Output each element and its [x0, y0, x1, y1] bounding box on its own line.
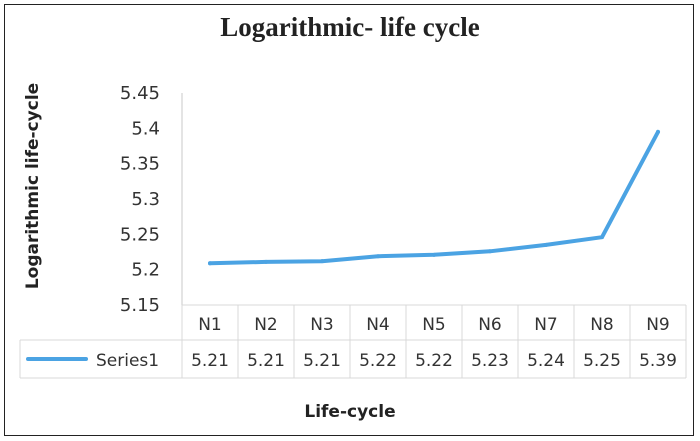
data-table-value-n3: 5.21	[303, 351, 341, 371]
y-tick-label-3: 5.3	[131, 189, 160, 210]
data-table-value-n5: 5.22	[415, 351, 453, 371]
y-tick-label-5: 5.2	[131, 260, 160, 281]
series-line-0	[208, 129, 660, 266]
y-tick-label-0: 5.45	[120, 83, 160, 104]
x-tick-label-n6: N6	[478, 315, 502, 335]
x-tick-label-n5: N5	[422, 315, 446, 335]
data-table-value-n6: 5.23	[471, 351, 509, 371]
data-point-n3	[320, 259, 324, 264]
x-axis-label: Life-cycle	[304, 402, 396, 422]
x-tick-label-n1: N1	[198, 315, 222, 335]
y-tick-label-2: 5.35	[120, 154, 160, 175]
data-point-n6	[488, 249, 492, 254]
legend-label-0: Series1	[96, 351, 159, 371]
chart-title: Logarithmic- life cycle	[220, 12, 480, 42]
y-tick-label-1: 5.4	[131, 118, 160, 139]
data-point-n4	[376, 254, 380, 259]
data-point-n1	[208, 261, 212, 266]
data-table-value-n2: 5.21	[247, 351, 285, 371]
data-table-value-n8: 5.25	[583, 351, 621, 371]
data-table-value-n4: 5.22	[359, 351, 397, 371]
y-tick-label-4: 5.25	[120, 224, 160, 245]
x-tick-label-n4: N4	[366, 315, 390, 335]
x-tick-label-n2: N2	[254, 315, 278, 335]
data-point-n9	[656, 129, 660, 134]
data-point-n5	[432, 252, 436, 257]
data-point-n8	[600, 235, 604, 240]
data-point-n2	[264, 259, 268, 264]
data-table-value-n7: 5.24	[527, 351, 565, 371]
x-tick-label-n3: N3	[310, 315, 334, 335]
x-tick-label-n9: N9	[646, 315, 670, 335]
y-tick-label-6: 5.15	[120, 295, 160, 316]
chart-frame	[4, 4, 694, 436]
x-tick-label-n8: N8	[590, 315, 614, 335]
data-table-value-n1: 5.21	[191, 351, 229, 371]
data-point-n7	[544, 242, 548, 247]
data-table-value-n9: 5.39	[639, 351, 677, 371]
x-tick-label-n7: N7	[534, 315, 558, 335]
